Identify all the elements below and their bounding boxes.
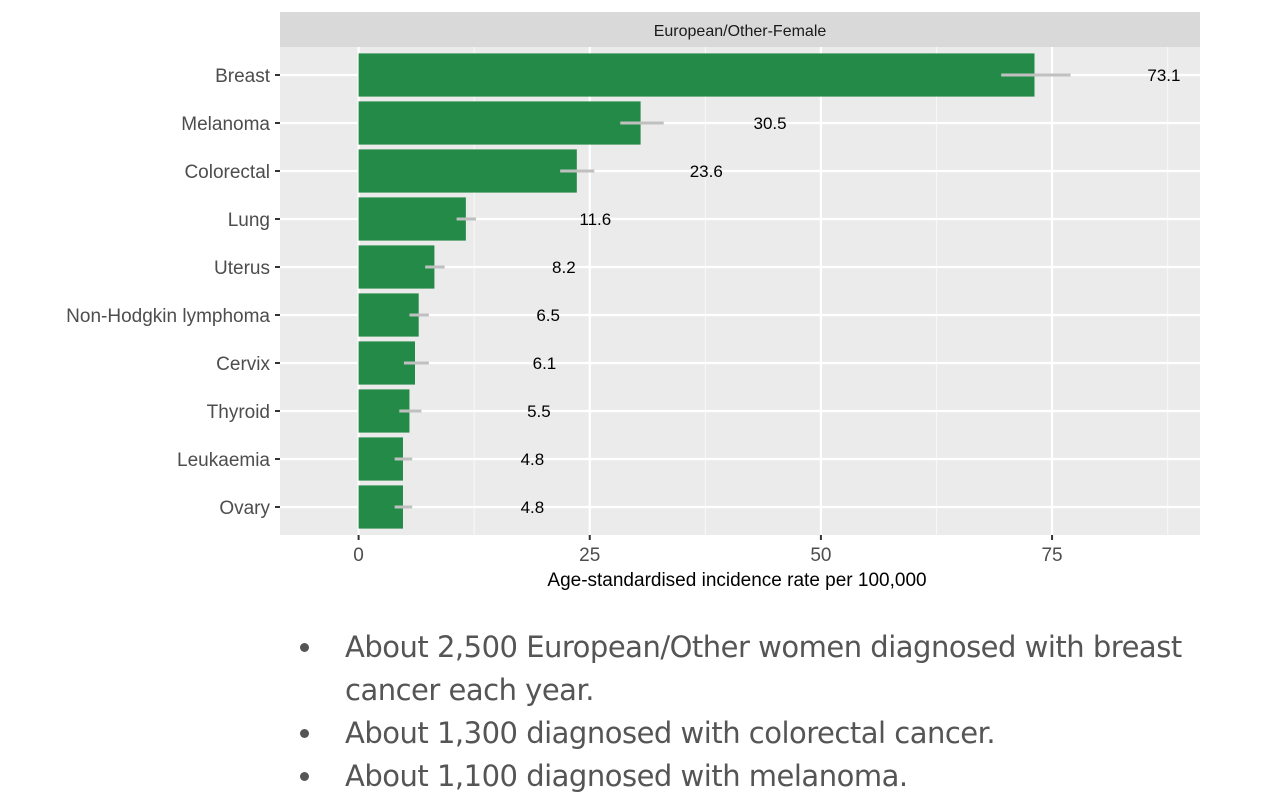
x-axis-title: Age-standardised incidence rate per 100,… [547, 570, 926, 591]
y-tick-label: Cervix [216, 354, 270, 375]
y-tick-label: Colorectal [184, 162, 270, 183]
facet-strip [280, 12, 1200, 47]
note-item: About 1,100 diagnosed with melanoma. [296, 755, 1256, 798]
value-label: 11.6 [579, 210, 611, 229]
note-item: About 1,300 diagnosed with colorectal ca… [296, 712, 1256, 755]
value-label: 6.1 [533, 354, 557, 373]
note-item: About 2,500 European/Other women diagnos… [296, 626, 1256, 712]
value-label: 4.8 [521, 450, 545, 469]
x-tick-label: 0 [353, 545, 364, 566]
bar-chart: European/Other-Female 73.1 30.5 23.6 11.6 8.… [66, 12, 1200, 591]
y-tick-label: Leukaemia [177, 450, 270, 471]
value-label: 8.2 [552, 258, 576, 277]
bar [358, 293, 419, 337]
facet-title: European/Other-Female [654, 23, 827, 40]
bar [358, 245, 435, 289]
y-tick-label: Breast [215, 66, 271, 87]
value-label: 23.6 [690, 162, 723, 181]
value-label: 4.8 [521, 498, 545, 517]
bar [358, 149, 577, 193]
bars [358, 53, 1035, 529]
y-tick-label: Uterus [214, 258, 270, 279]
value-label: 30.5 [754, 114, 787, 133]
x-axis: 0 25 50 75 [353, 535, 1063, 566]
value-label: 6.5 [536, 306, 560, 325]
bar [358, 53, 1035, 97]
y-axis: Breast Melanoma Colorectal Lung Uterus Non-Ho… [66, 66, 280, 519]
y-tick-label: Melanoma [181, 114, 270, 135]
x-tick-label: 50 [810, 545, 831, 566]
summary-notes: About 2,500 European/Other women diagnos… [296, 626, 1256, 798]
value-label: 73.1 [1147, 66, 1180, 85]
y-tick-label: Ovary [219, 498, 270, 519]
error-bars [394, 73, 1071, 509]
x-tick-label: 75 [1041, 545, 1062, 566]
y-tick-label: Non-Hodgkin lymphoma [66, 306, 270, 327]
value-label: 5.5 [527, 402, 551, 421]
value-labels: 73.1 30.5 23.6 11.6 8.2 6.5 6.1 5.5 4.8 4.8 [521, 66, 1181, 517]
y-tick-label: Lung [228, 210, 270, 231]
x-tick-label: 25 [579, 545, 600, 566]
y-tick-label: Thyroid [207, 402, 270, 423]
bar [358, 197, 466, 241]
bar [358, 101, 641, 145]
